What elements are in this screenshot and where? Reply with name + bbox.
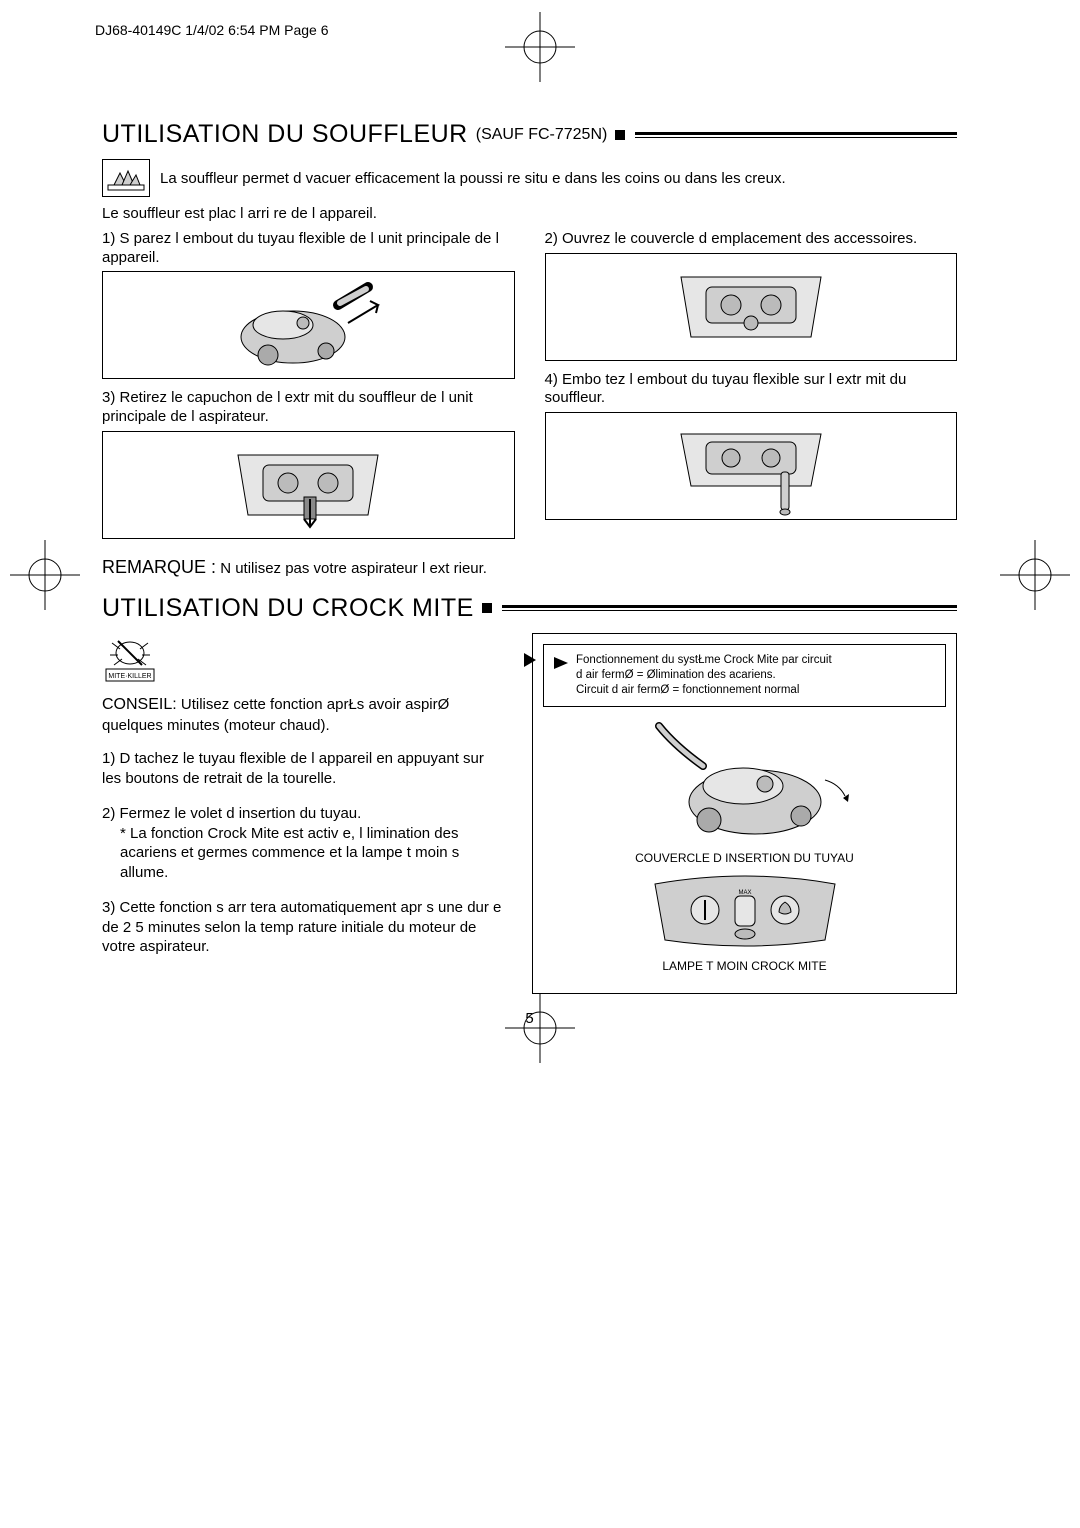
section1-intro: La souffleur permet d vacuer efficacemen…	[160, 170, 786, 187]
section1-intro-row: La souffleur permet d vacuer efficacemen…	[102, 159, 957, 197]
heading-rule	[502, 605, 957, 611]
rule-tick	[615, 130, 625, 140]
notebox-line1: Fonctionnement du systŁme Crock Mite par…	[576, 653, 832, 668]
notebox-line2: d air fermØ = Ølimination des acariens.	[576, 668, 832, 683]
step2-text: 2) Ouvrez le couvercle d emplacement des…	[545, 230, 958, 249]
section2-heading-row: UTILISATION DU CROCK MITE	[102, 594, 957, 623]
crock-illustration-2: MAX MIN	[543, 875, 946, 953]
crock-figure-box: Fonctionnement du systŁme Crock Mite par…	[532, 633, 957, 994]
section1-heading-row: UTILISATION DU SOUFFLEUR (SAUF FC-7725N)	[102, 120, 957, 149]
section2-title: UTILISATION DU CROCK MITE	[102, 594, 474, 623]
arrow-icon	[524, 653, 542, 667]
figure-step1	[102, 271, 515, 379]
crock-note-box: Fonctionnement du systŁme Crock Mite par…	[543, 644, 946, 707]
figure-step2	[545, 253, 958, 361]
svg-text:MITE·KILLER: MITE·KILLER	[108, 673, 151, 680]
section1-title: UTILISATION DU SOUFFLEUR	[102, 120, 468, 149]
heading-rule	[635, 132, 957, 138]
arrow-icon	[554, 653, 568, 689]
section1-pretext: Le souffleur est plac l arri re de l app…	[102, 205, 957, 224]
step3-text: 3) Retirez le capuchon de l extr mit du …	[102, 389, 515, 427]
page-content: UTILISATION DU SOUFFLEUR (SAUF FC-7725N)…	[102, 120, 957, 1027]
crock-step1: 1) D tachez le tuyau flexible de l appar…	[102, 749, 502, 788]
remark-text: N utilisez pas votre aspirateur l ext ri…	[220, 560, 487, 577]
step4-text: 4) Embo tez l embout du tuyau flexible s…	[545, 371, 958, 409]
step1-text: 1) S parez l embout du tuyau flexible de…	[102, 230, 515, 268]
crop-mark-left	[10, 540, 80, 615]
crock-caption-2: LAMPE T MOIN CROCK MITE	[543, 959, 946, 973]
page-number: 5	[102, 1010, 957, 1027]
crock-step2: 2) Fermez le volet d insertion du tuyau.…	[102, 804, 502, 882]
section1-remark: REMARQUE : N utilisez pas votre aspirate…	[102, 557, 957, 578]
print-header-slug: DJ68-40149C 1/4/02 6:54 PM Page 6	[95, 22, 329, 38]
crock-step2a: 2) Fermez le volet d insertion du tuyau.	[102, 804, 502, 824]
mite-killer-icon: MITE·KILLER	[102, 633, 158, 683]
crock-step2b: * La fonction Crock Mite est activ e, l …	[102, 824, 502, 883]
figure-step4	[545, 412, 958, 520]
crock-illustration-1	[543, 715, 946, 845]
rule-tick	[482, 603, 492, 613]
crock-caption-1: COUVERCLE D INSERTION DU TUYAU	[543, 851, 946, 865]
remark-lead: REMARQUE :	[102, 557, 216, 577]
notebox-line3: Circuit d air fermØ = fonctionnement nor…	[576, 683, 832, 698]
crock-step3: 3) Cette fonction s arr tera automatique…	[102, 898, 502, 957]
figure-step3	[102, 431, 515, 539]
crop-mark-right	[1000, 540, 1070, 615]
conseil-lead: CONSEIL:	[102, 696, 177, 713]
conseil-block: CONSEIL: Utilisez cette fonction aprŁs a…	[102, 695, 502, 735]
crop-mark-top	[505, 12, 575, 87]
svg-text:MAX: MAX	[738, 890, 751, 896]
section1-subtitle: (SAUF FC-7725N)	[476, 126, 608, 144]
blower-icon	[102, 159, 150, 197]
